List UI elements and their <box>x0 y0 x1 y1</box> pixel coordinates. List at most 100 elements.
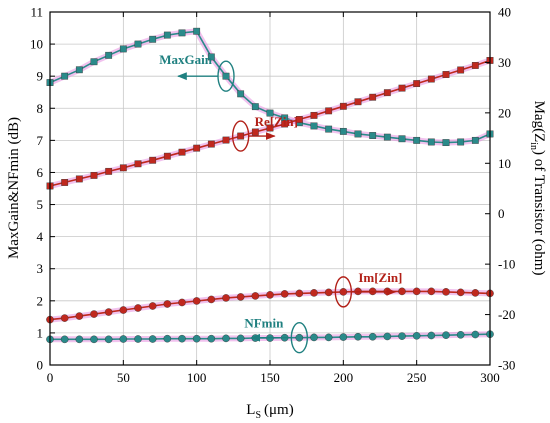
data-point <box>280 290 289 298</box>
data-point <box>442 139 450 147</box>
y-left-tick-label: 6 <box>37 165 44 180</box>
data-point <box>61 179 69 186</box>
series-re-zin <box>46 57 494 190</box>
data-point <box>148 335 157 343</box>
data-point <box>324 288 333 297</box>
data-point <box>119 45 127 53</box>
data-point <box>251 292 260 300</box>
data-point <box>427 75 435 83</box>
data-point <box>149 35 157 43</box>
data-point <box>281 120 289 128</box>
data-point <box>178 148 186 156</box>
data-point <box>442 71 450 78</box>
data-point <box>75 312 84 320</box>
data-point <box>471 289 480 297</box>
data-point <box>456 288 465 297</box>
y-left-tick-label: 7 <box>37 133 44 148</box>
annotation-maxgain: MaxGain <box>159 52 235 92</box>
tick-layer: 0 50 100 150 200 250 30001234567891011-30-20-1… <box>30 5 515 386</box>
data-point <box>119 164 127 172</box>
data-point <box>456 331 465 339</box>
y-right-tick-label: 40 <box>498 5 511 20</box>
y-left-tick-label: 9 <box>37 69 44 84</box>
x-tick-label: 0 <box>47 370 54 385</box>
y-left-tick-label: 4 <box>37 229 44 244</box>
data-point <box>471 62 479 69</box>
data-point <box>148 302 157 310</box>
data-point <box>104 335 113 344</box>
data-point <box>398 332 406 340</box>
annotation-label: MaxGain <box>159 52 212 67</box>
data-point <box>457 138 465 146</box>
data-point <box>413 136 421 144</box>
data-point <box>310 333 318 342</box>
annotation-label: Im[Zin] <box>358 270 402 285</box>
data-point <box>163 31 171 39</box>
data-point <box>75 175 83 183</box>
data-point <box>236 293 245 301</box>
data-point <box>339 127 347 135</box>
annotation-im-zin: Im[Zin] <box>334 270 402 308</box>
data-point <box>413 80 421 88</box>
y-left-tick-label: 5 <box>37 197 44 212</box>
y-right-tick-label: -30 <box>498 358 515 373</box>
data-point <box>104 308 113 316</box>
data-point <box>398 287 406 296</box>
data-point <box>442 331 450 339</box>
data-point <box>427 331 436 340</box>
annotation-nfmin: NFmin <box>244 316 309 354</box>
data-point <box>383 332 392 341</box>
data-point <box>222 334 230 343</box>
data-point <box>339 333 348 341</box>
data-point <box>266 124 274 132</box>
data-point <box>134 304 142 312</box>
data-point <box>295 333 304 342</box>
data-point <box>471 136 479 144</box>
data-point <box>354 98 362 106</box>
data-point <box>193 144 201 152</box>
annotation-layer: MaxGain Re[Zin] Im[Zin] NFmin <box>159 52 402 354</box>
y-right-tick-label: -10 <box>498 257 515 272</box>
y-right-tick-label: 20 <box>498 105 511 120</box>
y-left-tick-label: 1 <box>37 325 44 340</box>
x-axis-label: LS (μm) <box>246 402 293 421</box>
data-point <box>295 116 303 123</box>
data-point <box>339 102 347 110</box>
grid <box>49 11 491 366</box>
data-point <box>90 58 98 66</box>
data-point <box>192 334 201 343</box>
y-left-tick-label: 0 <box>37 358 44 373</box>
data-point <box>193 27 201 35</box>
data-point <box>119 306 128 314</box>
y-left-tick-label: 8 <box>37 101 44 116</box>
data-point <box>75 66 83 74</box>
series-layer <box>46 27 494 344</box>
data-point <box>310 111 318 119</box>
data-point <box>90 310 98 318</box>
data-point <box>119 335 128 343</box>
data-point <box>237 90 245 98</box>
data-point <box>324 333 333 342</box>
data-point <box>251 103 259 111</box>
data-point <box>60 335 69 344</box>
y-right-tick-label: -20 <box>498 307 515 322</box>
data-point <box>207 295 216 304</box>
x-tick-label: 100 <box>187 370 207 385</box>
data-point <box>163 152 171 160</box>
y-left-tick-label: 10 <box>30 37 43 52</box>
data-point <box>222 72 230 80</box>
annotation-label: NFmin <box>244 316 284 331</box>
data-point <box>222 294 230 302</box>
x-tick-label: 150 <box>260 370 280 385</box>
data-point <box>90 171 98 179</box>
y-left-tick-label: 2 <box>37 293 44 308</box>
data-point <box>398 135 406 143</box>
data-point <box>471 330 480 339</box>
data-point <box>105 167 113 175</box>
data-point <box>207 53 215 61</box>
data-point <box>207 334 216 343</box>
data-point <box>149 156 157 164</box>
annotation-label: Re[Zin] <box>255 114 298 129</box>
data-point <box>105 51 113 59</box>
